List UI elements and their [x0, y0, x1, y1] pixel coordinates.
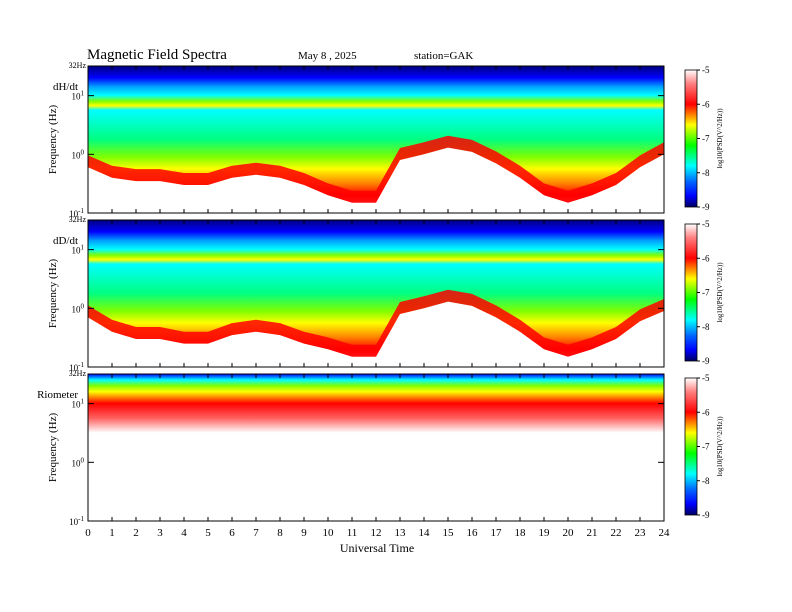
y-tick-label: 10-1: [69, 515, 84, 527]
colorbar: [684, 223, 698, 362]
colorbar-tick-label: -8: [702, 168, 710, 178]
top-frequency-label: 32Hz: [69, 61, 87, 70]
colorbar-label: log10(PSD(V^2/Hz)): [716, 262, 724, 323]
colorbar-tick-label: -9: [702, 510, 710, 520]
panel-label: dH/dt: [53, 81, 78, 93]
top-frequency-label: 32Hz: [69, 215, 87, 224]
x-tick-label: 22: [611, 527, 622, 539]
x-tick-label: 23: [635, 527, 647, 539]
colorbar: [684, 377, 698, 516]
quiet-region: [88, 301, 664, 367]
panel-label: Riometer: [37, 389, 78, 401]
colorbar-tick-label: -9: [702, 356, 710, 366]
y-axis-title: Frequency (Hz): [47, 413, 59, 483]
colorbar-label: log10(PSD(V^2/Hz)): [716, 108, 724, 169]
y-tick-label: 100: [72, 456, 85, 468]
colorbar-tick-label: -7: [702, 134, 710, 144]
x-tick-label: 8: [277, 527, 283, 539]
y-axis-title: Frequency (Hz): [47, 259, 59, 329]
x-tick-label: 7: [253, 527, 259, 539]
y-tick-label: 101: [72, 398, 85, 410]
spectrogram-image: [88, 374, 664, 521]
x-tick-label: 3: [157, 527, 163, 539]
colorbar-tick-label: -8: [702, 322, 710, 332]
x-tick-label: 24: [659, 527, 671, 539]
x-tick-label: 6: [229, 527, 235, 539]
x-tick-label: 16: [467, 527, 479, 539]
x-tick-label: 17: [491, 527, 503, 539]
x-tick-label: 13: [395, 527, 407, 539]
figure-title: Magnetic Field Spectra: [87, 47, 227, 63]
x-tick-label: 2: [133, 527, 139, 539]
x-tick-label: 5: [205, 527, 211, 539]
colorbar-label: log10(PSD(V^2/Hz)): [716, 416, 724, 477]
x-tick-label: 12: [371, 527, 382, 539]
x-tick-label: 20: [563, 527, 575, 539]
figure-station: station=GAK: [414, 50, 473, 62]
y-axis-title: Frequency (Hz): [47, 105, 59, 175]
colorbar: [684, 69, 698, 208]
y-tick-label: 100: [72, 148, 85, 160]
y-tick-label: 101: [72, 244, 85, 256]
colorbar-tick-label: -7: [702, 442, 710, 452]
x-tick-label: 0: [85, 527, 91, 539]
x-tick-label: 1: [109, 527, 115, 539]
colorbar-tick-label: -7: [702, 288, 710, 298]
colorbar-tick-label: -5: [702, 373, 710, 383]
panel-label: dD/dt: [53, 235, 78, 247]
x-tick-label: 11: [347, 527, 358, 539]
x-tick-label: 9: [301, 527, 307, 539]
colorbar-tick-label: -5: [702, 219, 710, 229]
figure-date: May 8 , 2025: [298, 50, 357, 62]
top-frequency-label: 32Hz: [69, 369, 87, 378]
colorbar-tick-label: -6: [702, 407, 710, 417]
colorbar-tick-label: -8: [702, 476, 710, 486]
x-tick-label: 10: [323, 527, 335, 539]
colorbar-tick-label: -6: [702, 99, 710, 109]
x-tick-label: 21: [587, 527, 598, 539]
y-tick-label: 101: [72, 90, 85, 102]
x-axis-title: Universal Time: [340, 541, 414, 555]
x-tick-label: 15: [443, 527, 455, 539]
quiet-region: [88, 147, 664, 213]
colorbar-tick-label: -5: [702, 65, 710, 75]
y-tick-label: 100: [72, 302, 85, 314]
x-tick-label: 14: [419, 527, 431, 539]
colorbar-tick-label: -6: [702, 253, 710, 263]
x-tick-label: 4: [181, 527, 187, 539]
colorbar-tick-label: -9: [702, 202, 710, 212]
x-tick-label: 19: [539, 527, 551, 539]
x-tick-label: 18: [515, 527, 527, 539]
